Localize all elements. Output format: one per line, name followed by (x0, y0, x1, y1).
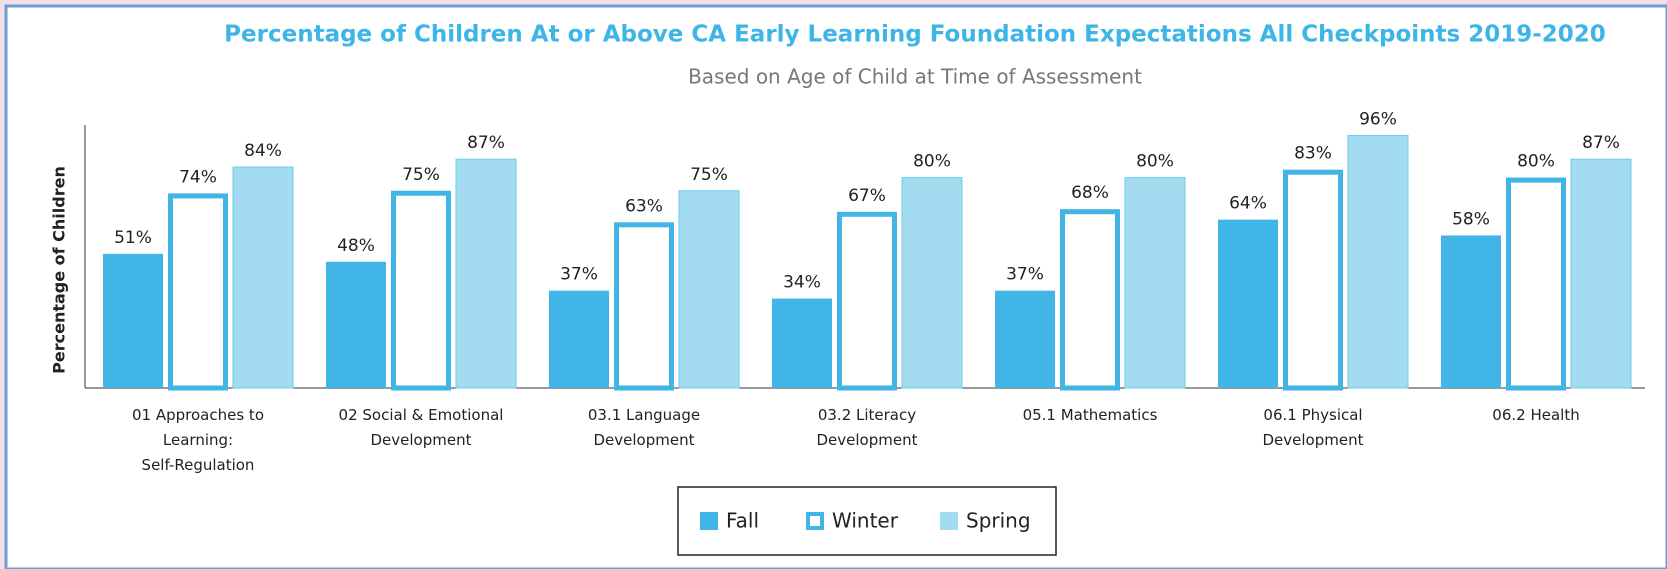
bar (1124, 177, 1186, 389)
bar (168, 193, 228, 391)
value-label: 80% (1517, 152, 1555, 172)
value-label: 34% (783, 273, 821, 293)
legend-swatch (940, 512, 958, 530)
y-axis-label: Percentage of Children (50, 166, 69, 374)
value-label: 84% (244, 141, 282, 161)
bar (391, 190, 451, 391)
legend-box (677, 486, 1057, 556)
bar (1570, 158, 1632, 389)
bar (1347, 135, 1409, 389)
value-label: 63% (625, 196, 663, 216)
value-label: 75% (690, 165, 728, 185)
bar (232, 166, 294, 389)
bar (772, 298, 832, 388)
x-tick-label: 03.1 Language Development (588, 406, 700, 449)
x-tick-label: 06.1 Physical Development (1263, 406, 1364, 449)
legend-label: Winter (832, 509, 899, 533)
value-label: 37% (1006, 265, 1044, 285)
x-tick-label: 03.2 Literacy Development (817, 406, 918, 449)
value-label: 68% (1071, 183, 1109, 203)
bar (549, 290, 609, 388)
value-label: 75% (402, 165, 440, 185)
legend-swatch (700, 512, 718, 530)
x-tick-label: 01 Approaches to Learning: Self-Regulation (132, 406, 264, 474)
bar (837, 211, 897, 391)
value-label: 87% (1582, 133, 1620, 153)
value-label: 87% (467, 133, 505, 153)
bar (995, 290, 1055, 388)
value-label: 83% (1294, 144, 1332, 164)
bar (901, 177, 963, 389)
x-tick-label: 06.2 Health (1492, 406, 1579, 424)
value-label: 80% (1136, 152, 1174, 172)
x-tick-label: 02 Social & Emotional Development (339, 406, 504, 449)
bar (1441, 235, 1501, 388)
value-label: 37% (560, 265, 598, 285)
x-tick-label: 05.1 Mathematics (1023, 406, 1158, 424)
bar (614, 222, 674, 391)
value-label: 51% (114, 228, 152, 248)
bar (1060, 209, 1120, 391)
chart-subtitle: Based on Age of Child at Time of Assessm… (688, 65, 1142, 89)
bar (1283, 169, 1343, 391)
value-label: 67% (848, 186, 886, 206)
chart-title: Percentage of Children At or Above CA Ea… (224, 22, 1606, 48)
legend-swatch (806, 512, 824, 530)
value-label: 74% (179, 167, 217, 187)
legend-label: Spring (966, 509, 1031, 533)
bar (1218, 219, 1278, 388)
value-label: 58% (1452, 209, 1490, 229)
value-label: 64% (1229, 194, 1267, 214)
bar (455, 158, 517, 389)
legend-label: Fall (726, 509, 759, 533)
bar (678, 190, 740, 389)
bar (326, 261, 386, 388)
value-label: 80% (913, 152, 951, 172)
bar (103, 253, 163, 388)
bar (1506, 177, 1566, 391)
value-label: 48% (337, 236, 375, 256)
value-label: 96% (1359, 110, 1397, 130)
